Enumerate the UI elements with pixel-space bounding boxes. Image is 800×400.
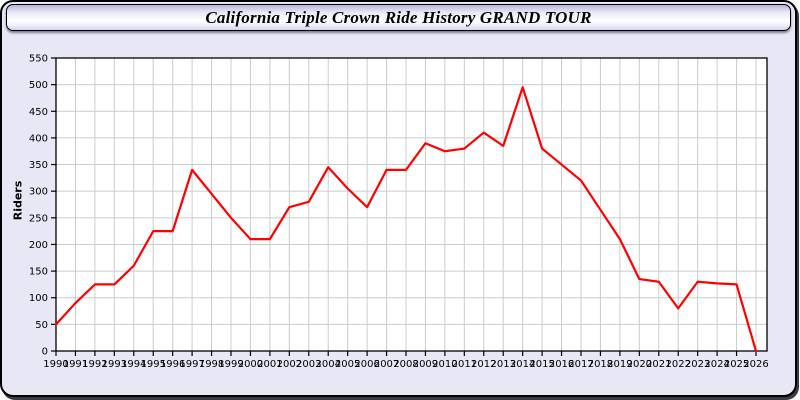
x-tick-label: 1990: [43, 359, 68, 370]
x-tick-label: 2024: [704, 359, 729, 370]
x-tick-label: 2015: [529, 359, 554, 370]
x-tick-label: 2018: [588, 359, 613, 370]
x-tick-label: 2008: [393, 359, 418, 370]
x-tick-label: 2016: [549, 359, 574, 370]
x-tick-label: 1993: [102, 359, 127, 370]
x-tick-label: 2017: [568, 359, 593, 370]
x-tick-label: 2022: [665, 359, 690, 370]
y-tick-label: 550: [29, 54, 48, 65]
x-tick-label: 2010: [432, 359, 457, 370]
line-chart: 0501001502002503003504004505005501990199…: [29, 54, 769, 371]
y-tick-label: 350: [29, 160, 48, 171]
x-tick-label: 2012: [471, 359, 496, 370]
x-tick-label: 1999: [218, 359, 243, 370]
x-tick-label: 1994: [121, 359, 146, 370]
x-tick-label: 2005: [335, 359, 360, 370]
x-tick-label: 1997: [179, 359, 204, 370]
x-tick-label: 2023: [685, 359, 710, 370]
y-tick-label: 450: [29, 107, 48, 118]
y-tick-label: 250: [29, 213, 48, 224]
y-tick-label: 200: [29, 240, 48, 251]
x-tick-label: 2009: [413, 359, 438, 370]
title-bar: California Triple Crown Ride History GRA…: [6, 4, 791, 31]
x-tick-label: 2006: [354, 359, 379, 370]
riders-line-series: [54, 86, 758, 353]
y-tick-label: 0: [42, 347, 48, 358]
y-tick-label: 300: [29, 187, 48, 198]
x-tick-label: 2001: [257, 359, 282, 370]
x-tick-label: 1992: [82, 359, 107, 370]
y-tick-label: 150: [29, 267, 48, 278]
x-tick-label: 2021: [646, 359, 671, 370]
x-tick-label: 2025: [724, 359, 749, 370]
x-tick-label: 2004: [315, 359, 340, 370]
x-tick-label: 2013: [490, 359, 515, 370]
x-tick-label: 2007: [374, 359, 399, 370]
x-tick-label: 2014: [510, 359, 535, 370]
x-tick-label: 2002: [277, 359, 302, 370]
x-tick-label: 1991: [63, 359, 88, 370]
y-tick-label: 500: [29, 80, 48, 91]
page-title: California Triple Crown Ride History GRA…: [205, 7, 592, 27]
y-tick-label: 50: [35, 320, 48, 331]
x-tick-label: 2003: [296, 359, 321, 370]
y-tick-label: 100: [29, 293, 48, 304]
x-tick-label: 2019: [607, 359, 632, 370]
plot-background: [56, 58, 767, 351]
x-tick-label: 1996: [160, 359, 185, 370]
plot-frame: [55, 57, 768, 352]
x-tick-label: 2020: [627, 359, 652, 370]
x-tick-label: 2026: [743, 359, 768, 370]
y-tick-label: 400: [29, 133, 48, 144]
x-tick-label: 2000: [238, 359, 263, 370]
x-tick-label: 2011: [452, 359, 477, 370]
x-tick-label: 1998: [199, 359, 224, 370]
x-tick-label: 1995: [140, 359, 165, 370]
